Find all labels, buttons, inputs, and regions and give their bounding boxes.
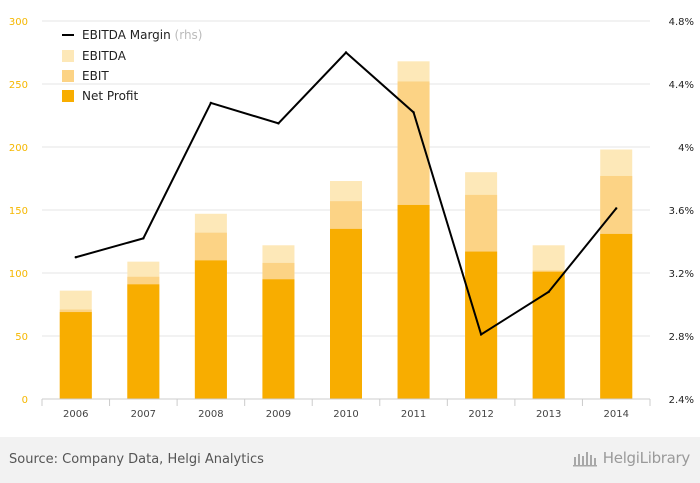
legend-swatch-ebit — [62, 70, 74, 82]
chart: 0 2.4% 50 2.8% 100 3.2% 150 3.6% 200 4% 250 4.4% 300… — [9, 17, 694, 420]
footer: Source: Company Data, Helgi Analytics He… — [0, 437, 700, 483]
legend-label-ebit: EBIT — [82, 69, 109, 83]
left-tick-label: 300 — [9, 17, 28, 28]
bar-net-profit — [127, 284, 160, 399]
library-logo-icon — [572, 452, 597, 467]
x-tick-label: 2013 — [536, 409, 561, 420]
bars — [59, 61, 633, 399]
x-tick-label: 2011 — [401, 409, 426, 420]
ebitda-margin-point — [615, 207, 618, 210]
source-text: Source: Company Data, Helgi Analytics — [9, 452, 264, 467]
x-tick-label: 2006 — [63, 409, 88, 420]
x-tick-label: 2014 — [603, 409, 628, 420]
left-tick-label: 150 — [9, 206, 28, 217]
ebitda-margin-point — [74, 256, 77, 259]
right-tick-label: 4.4% — [669, 80, 694, 91]
ebitda-margin-point — [344, 51, 348, 54]
margin-line — [74, 51, 618, 336]
bar-net-profit — [465, 251, 498, 399]
left-tick-label: 250 — [9, 80, 28, 91]
right-tick-label: 3.6% — [669, 206, 694, 217]
left-tick-label: 0 — [22, 395, 28, 406]
axes: 0 2.4% 50 2.8% 100 3.2% 150 3.6% 200 4% 250 4.4% 300… — [9, 17, 694, 420]
x-tick-label: 2012 — [468, 409, 493, 420]
x-tick-label: 2007 — [131, 409, 156, 420]
x-tick-label: 2010 — [333, 409, 358, 420]
right-tick-label: 2.4% — [669, 395, 694, 406]
bar-net-profit — [330, 228, 362, 399]
ebitda-margin-point — [547, 290, 550, 294]
left-tick-label: 200 — [9, 143, 28, 154]
ebitda-margin-point — [479, 333, 483, 336]
bar-net-profit — [59, 312, 92, 399]
legend-label-net-profit: Net Profit — [82, 89, 138, 103]
right-tick-label: 4.8% — [669, 17, 694, 28]
ebitda-margin-point — [412, 111, 415, 114]
x-tick-label: 2009 — [266, 409, 291, 420]
legend-label-ebitda: EBITDA — [82, 49, 127, 63]
bar-net-profit — [194, 260, 227, 399]
bar-net-profit — [600, 233, 633, 399]
right-tick-label: 2.8% — [669, 332, 694, 343]
ebitda-margin-point — [209, 101, 213, 105]
legend-swatch-net-profit — [62, 90, 74, 102]
legend-label-ebitda-margin: EBITDA Margin (rhs) — [82, 28, 203, 42]
brand[interactable]: HelgiLibrary — [572, 449, 691, 467]
bar-net-profit — [397, 204, 430, 399]
right-tick-label: 4% — [678, 143, 694, 154]
left-tick-label: 100 — [9, 269, 28, 280]
ebitda-margin-point — [142, 237, 145, 240]
legend: EBITDA Margin (rhs) EBITDA EBIT Net Profit — [62, 28, 203, 103]
right-tick-label: 3.2% — [669, 269, 694, 280]
ebitda-margin-point — [277, 122, 280, 125]
legend-label-rhs: (rhs) — [175, 28, 203, 42]
legend-swatch-ebitda — [62, 50, 74, 62]
x-tick-label: 2008 — [198, 409, 223, 420]
brand-name: HelgiLibrary — [602, 449, 691, 467]
bar-net-profit — [262, 279, 295, 399]
left-tick-label: 50 — [15, 332, 28, 343]
